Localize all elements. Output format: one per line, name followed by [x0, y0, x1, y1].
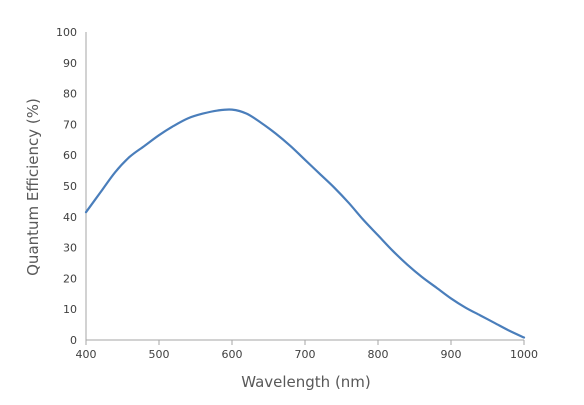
x-tick-label: 500 — [149, 348, 170, 361]
series-group — [84, 108, 526, 339]
y-tick-label: 100 — [56, 26, 77, 39]
y-tick-label: 50 — [63, 180, 77, 193]
y-tick-label: 0 — [70, 334, 77, 347]
qe-curve-line — [84, 108, 526, 339]
y-tick-label: 30 — [63, 242, 77, 255]
y-tick-label: 80 — [63, 88, 77, 101]
x-tick-label: 700 — [295, 348, 316, 361]
y-tick-label: 60 — [63, 149, 77, 162]
y-tick-label: 70 — [63, 118, 77, 131]
x-tick-label: 1000 — [510, 348, 538, 361]
y-tick-label: 90 — [63, 57, 77, 70]
x-axis-title: Wavelength (nm) — [241, 373, 371, 391]
y-tick-label: 40 — [63, 211, 77, 224]
y-tick-label: 20 — [63, 272, 77, 285]
y-axis: 0 10 20 30 40 50 60 70 80 90 100 — [56, 26, 87, 347]
y-tick-label: 10 — [63, 303, 77, 316]
x-tick-label: 600 — [222, 348, 243, 361]
x-tick-label: 400 — [76, 348, 97, 361]
y-axis-title: Quantum Efficiency (%) — [24, 98, 42, 276]
x-tick-label: 800 — [368, 348, 389, 361]
x-tick-label: 900 — [441, 348, 462, 361]
x-axis: 400 500 600 700 800 900 1000 — [76, 339, 538, 361]
